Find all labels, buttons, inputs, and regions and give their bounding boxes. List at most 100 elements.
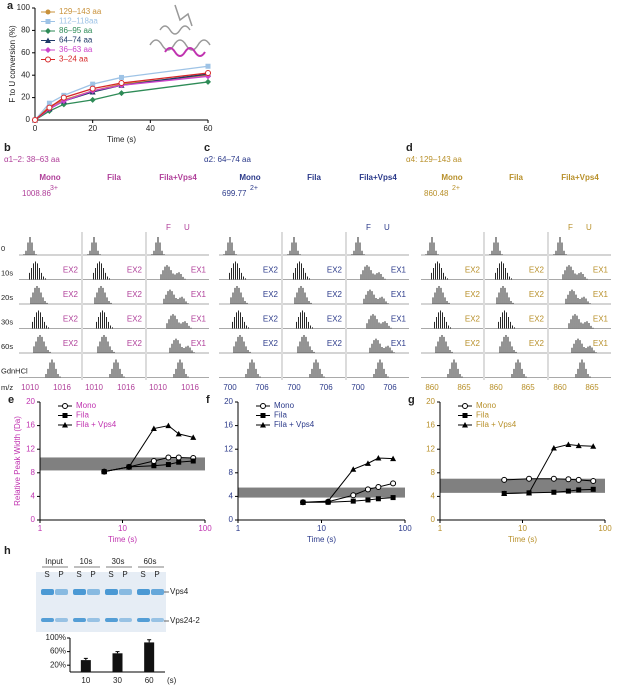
- exchange-label: EX1: [391, 266, 407, 275]
- exchange-label: EX2: [465, 290, 481, 299]
- mz-tick-label: 865: [585, 383, 599, 392]
- spectrum-peaks: [575, 359, 591, 378]
- panel-label: b: [4, 142, 11, 154]
- data-point: [175, 454, 182, 461]
- legend-label: Fila + Vps4: [274, 420, 315, 429]
- spectrum-peaks: [425, 237, 439, 255]
- y-tick-label: 16: [224, 421, 233, 430]
- data-point: [551, 489, 557, 495]
- exchange-label: EX2: [327, 315, 343, 324]
- x-tick-label: 1: [236, 524, 241, 533]
- charge-state: 3+: [50, 185, 58, 192]
- legend-marker: [260, 422, 266, 428]
- legend-label: Fila + Vps4: [76, 420, 117, 429]
- data-point: [565, 476, 572, 483]
- x-tick-label: 10: [81, 676, 90, 685]
- row-label: 20s: [1, 293, 13, 302]
- y-tick-label: 0: [431, 515, 436, 524]
- spectrum-peaks: [571, 338, 597, 353]
- error-bar: [115, 651, 120, 654]
- spectrum-peaks: [499, 335, 517, 353]
- spectrum-peaks: [33, 335, 51, 353]
- gel-band: [119, 618, 132, 622]
- data-point: [350, 466, 357, 472]
- data-point: [165, 462, 171, 468]
- reference-band: [440, 478, 605, 493]
- y-tick-label: 80: [21, 26, 30, 35]
- spectrum-peaks: [233, 335, 251, 353]
- spectrum-peaks: [30, 286, 48, 304]
- data-point: [575, 442, 582, 449]
- data-point: [190, 458, 196, 464]
- spectrum-peaks: [97, 335, 115, 353]
- spectrum-peaks: [96, 310, 113, 329]
- lane-label: 10s: [80, 557, 93, 566]
- y-tick-label: 12: [224, 444, 233, 453]
- gel-band: [73, 618, 86, 622]
- x-tick-label: 30: [113, 676, 122, 685]
- column-header: Fila: [307, 173, 321, 182]
- exchange-label: EX2: [127, 266, 143, 275]
- spectrum-peaks: [495, 261, 512, 280]
- panel-label: c: [204, 142, 210, 154]
- data-point: [118, 80, 125, 87]
- mz-tick-label: 1010: [149, 383, 167, 392]
- mass-value: 1008.86: [22, 189, 51, 198]
- axis-label: m/z: [1, 383, 13, 392]
- data-point: [565, 488, 571, 494]
- exchange-label: EX2: [529, 290, 545, 299]
- legend-marker: [45, 9, 51, 15]
- y-tick-label: 0: [229, 515, 234, 524]
- charge-state: 2+: [452, 185, 460, 192]
- spectrum-peaks: [151, 237, 165, 255]
- u-label: U: [586, 223, 592, 232]
- data-point: [165, 454, 172, 461]
- band-label: Vps4: [170, 587, 189, 596]
- y-tick-label: 8: [229, 468, 234, 477]
- spectrum-peaks: [296, 310, 313, 329]
- x-tick-label: 0: [33, 124, 38, 133]
- legend-label: Fila: [476, 411, 489, 420]
- data-point: [375, 496, 381, 502]
- data-point: [364, 486, 371, 493]
- spectrum-peaks: [565, 289, 591, 304]
- gel-band: [137, 589, 150, 595]
- gel-band: [105, 618, 118, 622]
- column-header: Fila+Vps4: [561, 173, 599, 182]
- panel-label: g: [408, 394, 415, 406]
- data-point: [90, 81, 96, 87]
- exchange-label: EX2: [263, 339, 279, 348]
- bar: [80, 660, 91, 672]
- data-point: [151, 463, 157, 469]
- fraction-label: P: [154, 570, 159, 579]
- mz-tick-label: 700: [351, 383, 365, 392]
- data-point: [165, 422, 172, 429]
- panel-title: α4: 129–143 aa: [406, 155, 462, 164]
- legend-marker: [462, 413, 468, 418]
- data-point: [565, 441, 572, 447]
- row-label: 30s: [1, 317, 13, 326]
- fraction-label: P: [122, 570, 127, 579]
- spectrum-peaks: [360, 265, 386, 280]
- error-bar: [147, 639, 152, 643]
- exchange-label: EX2: [263, 290, 279, 299]
- y-tick-label: 20%: [50, 660, 66, 669]
- legend-label: 3–24 aa: [59, 55, 88, 64]
- data-point: [325, 498, 332, 504]
- spectrum-peaks: [293, 261, 310, 280]
- row-label: 0: [1, 244, 5, 253]
- x-tick-label: 100: [398, 524, 412, 533]
- exchange-label: EX2: [63, 339, 79, 348]
- x-axis-label: Time (s): [508, 535, 537, 544]
- legend-label: Mono: [274, 401, 295, 410]
- spectrum-peaks: [29, 261, 46, 280]
- legend-marker: [45, 37, 51, 43]
- mz-tick-label: 860: [425, 383, 439, 392]
- legend-marker: [45, 28, 51, 34]
- data-point: [205, 78, 211, 85]
- spectrum-peaks: [245, 359, 261, 378]
- x-axis-label: Time (s): [108, 535, 137, 544]
- spectrum-peaks: [294, 286, 312, 304]
- x-axis-label: Time (s): [307, 535, 336, 544]
- legend-label: Fila + Vps4: [476, 420, 517, 429]
